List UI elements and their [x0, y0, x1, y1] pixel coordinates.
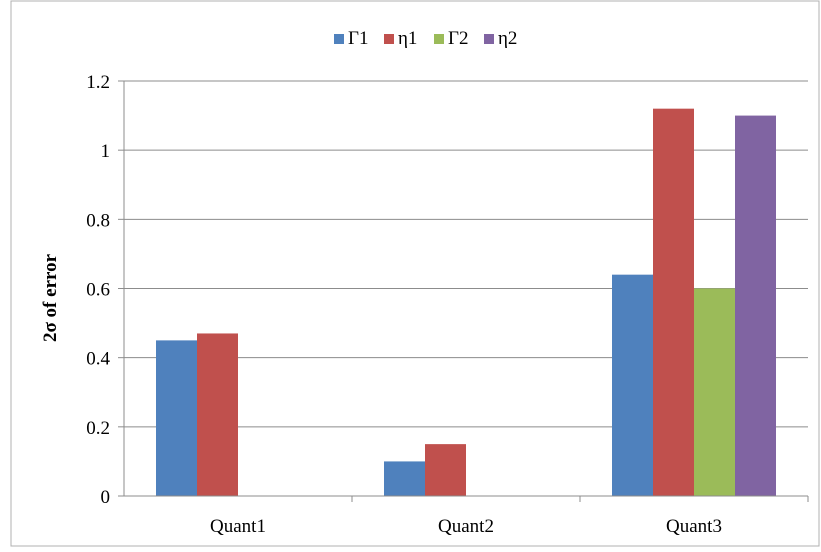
- y-tick-label: 0.6: [86, 280, 110, 301]
- legend: Γ1 η1 Γ2 η2: [334, 28, 517, 49]
- y-tick-label: 1.2: [86, 72, 110, 93]
- y-tick-label: 0: [101, 487, 111, 508]
- x-tick-label: Quant2: [438, 516, 494, 537]
- x-tick-label: Quant1: [210, 516, 266, 537]
- bar-quant2-series-2: [425, 444, 466, 496]
- legend-label-4: η2: [498, 28, 517, 49]
- y-tick-label: 0.8: [86, 210, 110, 231]
- legend-label-2: η1: [398, 28, 417, 49]
- y-tick-label: 1: [101, 141, 111, 162]
- axes: 0 0.2 0.4 0.6 0.8 1 1.2 Quant1 Quant2 Quant3: [86, 72, 809, 537]
- legend-label-3: Γ2: [448, 28, 468, 49]
- bars: [156, 108, 776, 497]
- x-tick-label: Quant3: [666, 516, 722, 537]
- y-axis-label: 2σ of error: [40, 253, 61, 342]
- bar-quant3-series-2: [653, 108, 694, 497]
- bar-quant2-series-1: [384, 461, 425, 496]
- bar-quant3-series-3: [694, 288, 735, 496]
- bar-quant1-series-2: [197, 333, 238, 496]
- y-tick-label: 0.2: [86, 418, 110, 439]
- legend-swatch-2: [384, 34, 394, 44]
- legend-swatch-3: [434, 34, 444, 44]
- legend-swatch-1: [334, 34, 344, 44]
- bar-quant3-series-1: [612, 274, 653, 496]
- bar-quant3-series-4: [735, 115, 776, 496]
- legend-swatch-4: [484, 34, 494, 44]
- legend-label-1: Γ1: [348, 28, 368, 49]
- y-tick-label: 0.4: [86, 349, 110, 370]
- bar-quant1-series-1: [156, 340, 197, 496]
